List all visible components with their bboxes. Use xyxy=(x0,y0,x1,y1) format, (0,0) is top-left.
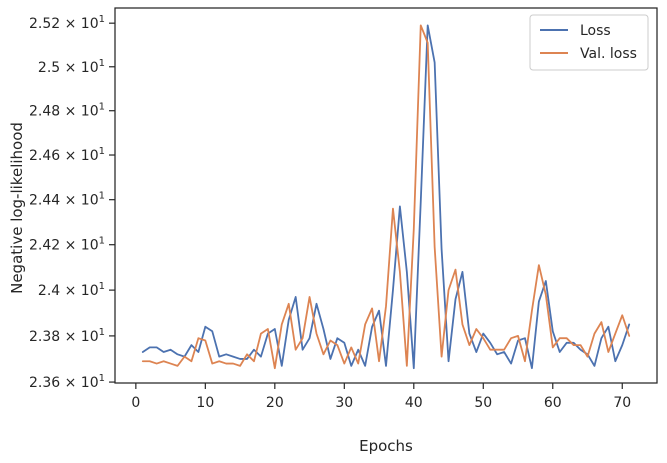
x-tick-label: 50 xyxy=(474,395,492,411)
y-tick-label: 2.42 × 101 xyxy=(29,236,105,254)
y-tick-label: 2.46 × 101 xyxy=(29,146,105,164)
x-axis-label: Epochs xyxy=(359,437,413,455)
x-tick-label: 10 xyxy=(196,395,214,411)
series-line-loss xyxy=(141,24,631,370)
series-layer xyxy=(141,24,631,370)
x-tick-label: 60 xyxy=(544,395,562,411)
x-tick-label: 20 xyxy=(266,395,284,411)
x-tick-label: 40 xyxy=(405,395,423,411)
legend: Loss Val. loss xyxy=(529,14,649,71)
legend-box xyxy=(529,14,649,71)
y-tick-label: 2.4 × 101 xyxy=(38,281,105,299)
y-axis-label: Negative log-likelihood xyxy=(8,122,26,294)
plot-frame xyxy=(114,7,658,384)
y-tick-label: 2.52 × 101 xyxy=(29,14,105,32)
y-tick-label: 2.5 × 101 xyxy=(38,58,105,76)
legend-label-loss: Loss xyxy=(580,23,611,39)
y-tick-label: 2.38 × 101 xyxy=(29,327,105,345)
legend-label-val-loss: Val. loss xyxy=(580,46,637,62)
y-tick-label: 2.48 × 101 xyxy=(29,102,105,120)
y-axis: 2.36 × 101 2.38 × 101 2.4 × 101 2.42 × 101 2… xyxy=(29,14,115,391)
x-tick-label: 70 xyxy=(613,395,631,411)
series-line-val-loss xyxy=(141,24,631,370)
x-axis: 0 10 20 30 40 50 60 70 xyxy=(131,383,631,411)
x-tick-label: 0 xyxy=(131,395,140,411)
x-tick-label: 30 xyxy=(335,395,353,411)
y-tick-label: 2.36 × 101 xyxy=(29,373,105,391)
y-tick-label: 2.44 × 101 xyxy=(29,191,105,209)
